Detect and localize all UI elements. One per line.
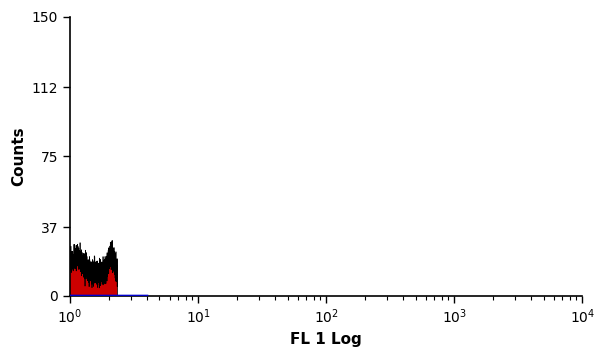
Y-axis label: Counts: Counts (11, 126, 26, 186)
X-axis label: FL 1 Log: FL 1 Log (290, 332, 362, 347)
